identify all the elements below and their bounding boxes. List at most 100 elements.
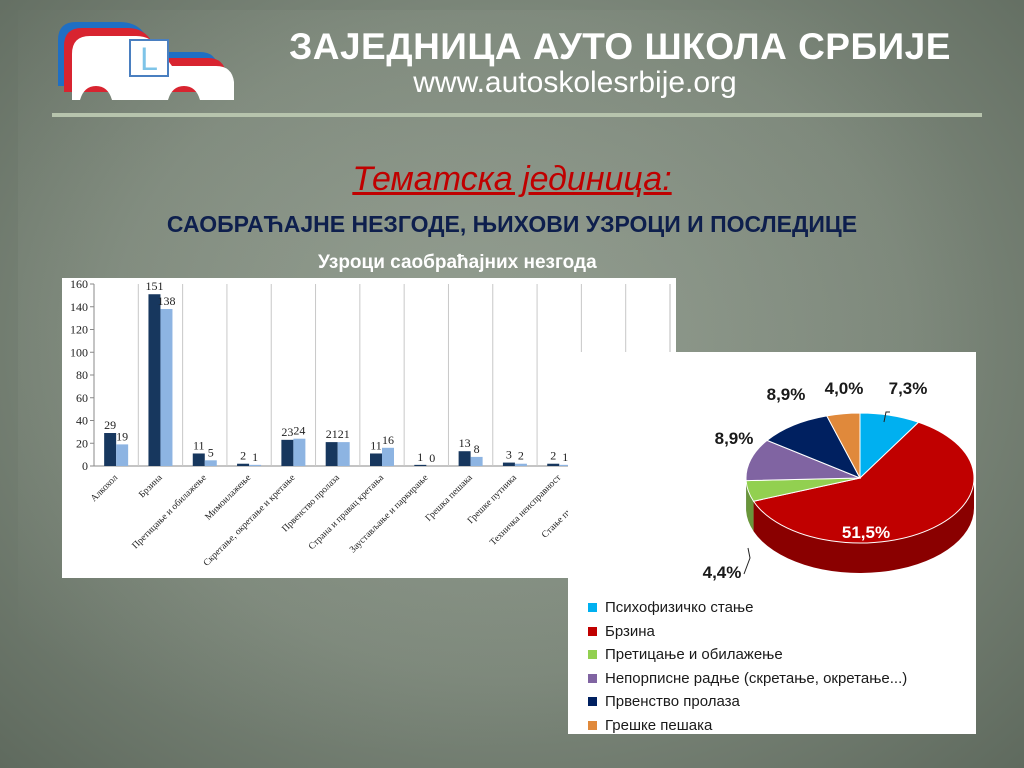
pie-chart: 7,3% 51,5% 4,4% 8,9% 8,9% 4,0%	[703, 379, 975, 582]
pie-legend-item: Првенство пролаза	[588, 690, 968, 714]
legend-swatch	[588, 697, 597, 707]
bar-2012	[249, 464, 262, 466]
bar-2012	[470, 456, 483, 466]
data-label: 151	[145, 279, 163, 293]
pie-data-label: 8,9%	[767, 385, 806, 404]
bar-2011	[237, 463, 250, 466]
data-label: 29	[104, 418, 116, 432]
bar-2012	[116, 444, 129, 466]
legend-swatch	[588, 603, 597, 613]
pie-chart-panel: 7,3% 51,5% 4,4% 8,9% 8,9% 4,0%	[568, 352, 976, 734]
bar-2011	[502, 462, 515, 466]
pie-legend: Психофизичко стање Брзина Претицање и обил…	[588, 596, 968, 737]
x-tick-label: Мимоилажење	[204, 473, 254, 523]
data-label: 1	[252, 450, 258, 464]
leader-line	[743, 547, 751, 575]
bar-2012	[382, 447, 394, 466]
bar-2011	[281, 439, 294, 466]
data-label: 21	[338, 427, 350, 441]
pie-data-label: 4,0%	[825, 379, 864, 398]
pie-legend-item: Брзина	[588, 620, 968, 644]
data-label: 2	[518, 449, 524, 463]
bar-2011	[547, 463, 560, 466]
data-label: 11	[370, 438, 382, 452]
header-divider	[52, 113, 982, 117]
y-tick-label: 20	[76, 436, 88, 450]
pie-legend-item: Претицање и обилажење	[588, 643, 968, 667]
topic-label: Тематска јединица:	[352, 160, 672, 198]
pie-slice-4	[766, 415, 862, 479]
y-tick-label: 140	[70, 300, 88, 314]
bar-2012	[204, 460, 217, 466]
pie-data-label: 4,4%	[703, 563, 742, 582]
data-label: 3	[506, 448, 512, 462]
legend-swatch	[588, 720, 597, 730]
pie-data-label: 51,5%	[842, 523, 890, 542]
data-label: 138	[157, 294, 175, 308]
bar-chart-title: Узроци саобраћајних незгода	[318, 252, 597, 273]
pie-slice-3	[745, 439, 861, 482]
y-tick-label: 160	[70, 278, 88, 291]
legend-swatch	[588, 673, 597, 683]
pie-slice-5	[826, 412, 861, 479]
bar-2011	[192, 453, 205, 466]
y-tick-label: 80	[76, 368, 88, 382]
y-tick-label: 0	[82, 459, 88, 473]
x-tick-label: Скретање, окретање и кретање	[202, 473, 298, 569]
legend-label: Првенство пролаза	[605, 693, 740, 711]
x-tick-label: Техничка неисправност	[488, 472, 563, 547]
bar-2012	[160, 309, 173, 466]
data-label: 21	[326, 427, 338, 441]
x-tick-label: Претицање и обилажење	[130, 472, 209, 551]
pie-legend-item: Грешке пешака	[588, 714, 968, 738]
y-tick-label: 120	[70, 323, 88, 337]
data-label: 2	[550, 449, 556, 463]
pie-data-label: 8,9%	[715, 429, 754, 448]
legend-swatch	[588, 626, 597, 636]
bar-2011	[104, 433, 117, 466]
bar-2012	[293, 438, 306, 466]
bar-2011	[148, 294, 161, 466]
bar-2011	[414, 464, 427, 466]
bar-2011	[325, 442, 338, 466]
pie-side	[753, 478, 974, 573]
x-tick-label: Заустављање и паркирање	[348, 473, 430, 555]
legend-label: Психофизичко стање	[605, 599, 754, 617]
data-label: 5	[208, 445, 214, 459]
data-label: 2	[240, 449, 246, 463]
x-tick-label: Страна и правац кретања	[307, 473, 387, 553]
logo: L	[58, 22, 234, 100]
legend-label: Претицање и обилажење	[605, 646, 783, 664]
x-tick-label: Алкохол	[89, 473, 120, 504]
x-tick-label: Брзина	[137, 473, 165, 501]
pie-slice-1	[752, 421, 975, 544]
data-label: 1	[417, 450, 423, 464]
website-url[interactable]: www.autoskolesrbije.org	[413, 66, 737, 99]
legend-swatch	[588, 650, 597, 660]
legend-label: Непорписне радње (скретање, окретање...)	[605, 669, 908, 687]
pie-legend-item: Непорписне радње (скретање, окретање...)	[588, 667, 968, 691]
bar-2012	[337, 442, 350, 466]
bar-2011	[458, 451, 471, 466]
bar-2012	[559, 464, 572, 466]
bar-2012	[514, 463, 527, 466]
data-label: 11	[193, 438, 205, 452]
topic-title: САОБРАЋАЈНЕ НЕЗГОДЕ, ЊИХОВИ УЗРОЦИ И ПОС…	[166, 211, 858, 237]
y-tick-label: 40	[76, 414, 88, 428]
logo-letter: L	[140, 41, 158, 77]
y-tick-label: 100	[70, 345, 88, 359]
pie-data-label: 7,3%	[889, 379, 928, 398]
y-tick-label: 60	[76, 391, 88, 405]
legend-label: Брзина	[605, 622, 655, 640]
data-label: 0	[429, 451, 435, 465]
data-label: 24	[293, 424, 305, 438]
data-label: 13	[459, 436, 471, 450]
data-label: 1	[562, 450, 568, 464]
pie-side	[746, 480, 754, 532]
bar-2011	[370, 453, 382, 466]
data-label: 8	[474, 442, 480, 456]
pie-legend-item: Психофизичко стање	[588, 596, 968, 620]
data-label: 19	[116, 429, 128, 443]
organization-name: ЗАЈЕДНИЦА АУТО ШКОЛА СРБИЈЕ	[289, 26, 951, 67]
data-label: 16	[382, 433, 394, 447]
